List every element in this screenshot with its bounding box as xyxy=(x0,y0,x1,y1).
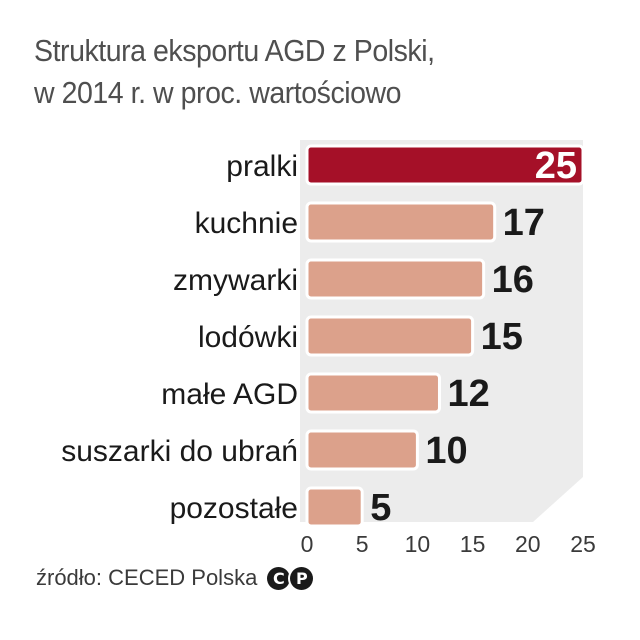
bar-4 xyxy=(305,372,441,414)
value-label-5: 10 xyxy=(425,430,467,472)
bar-2 xyxy=(305,258,486,300)
value-label-0: 25 xyxy=(535,145,577,187)
source-text: źródło: CECED Polska xyxy=(36,565,258,590)
x-tick-label-3: 15 xyxy=(460,531,486,557)
x-tick-label-1: 5 xyxy=(356,531,369,557)
source-note: źródło: CECED Polska C P xyxy=(36,565,314,591)
copyright-icon: C xyxy=(267,566,291,590)
category-label-3: lodówki xyxy=(198,321,298,354)
x-tick-label-4: 20 xyxy=(515,531,541,557)
value-label-6: 5 xyxy=(370,487,391,529)
category-label-1: kuchnie xyxy=(195,207,298,240)
bar-5 xyxy=(305,429,419,471)
phonogram-icon: P xyxy=(290,566,314,590)
chart-title: Struktura eksportu AGD z Polski, w 2014 … xyxy=(34,30,568,114)
category-label-0: pralki xyxy=(226,150,298,183)
category-label-2: zmywarki xyxy=(173,264,298,297)
value-label-4: 12 xyxy=(447,373,489,415)
chart-title-line-2: w 2014 r. w proc. wartościowo xyxy=(34,75,402,110)
x-tick-label-2: 10 xyxy=(405,531,431,557)
category-label-6: pozostałe xyxy=(170,492,298,525)
category-label-4: małe AGD xyxy=(161,378,298,411)
category-label-5: suszarki do ubrań xyxy=(61,435,298,468)
bar-6 xyxy=(305,486,364,528)
bar-0 xyxy=(305,144,585,186)
x-tick-label-0: 0 xyxy=(301,531,314,557)
value-label-2: 16 xyxy=(492,259,534,301)
chart-title-line-1: Struktura eksportu AGD z Polski, xyxy=(34,33,435,68)
value-label-1: 17 xyxy=(503,202,545,244)
bar-3 xyxy=(305,315,475,357)
value-label-3: 15 xyxy=(481,316,523,358)
copyright-badge: C P xyxy=(267,566,314,590)
bar-1 xyxy=(305,201,497,243)
x-tick-label-5: 25 xyxy=(570,531,596,557)
